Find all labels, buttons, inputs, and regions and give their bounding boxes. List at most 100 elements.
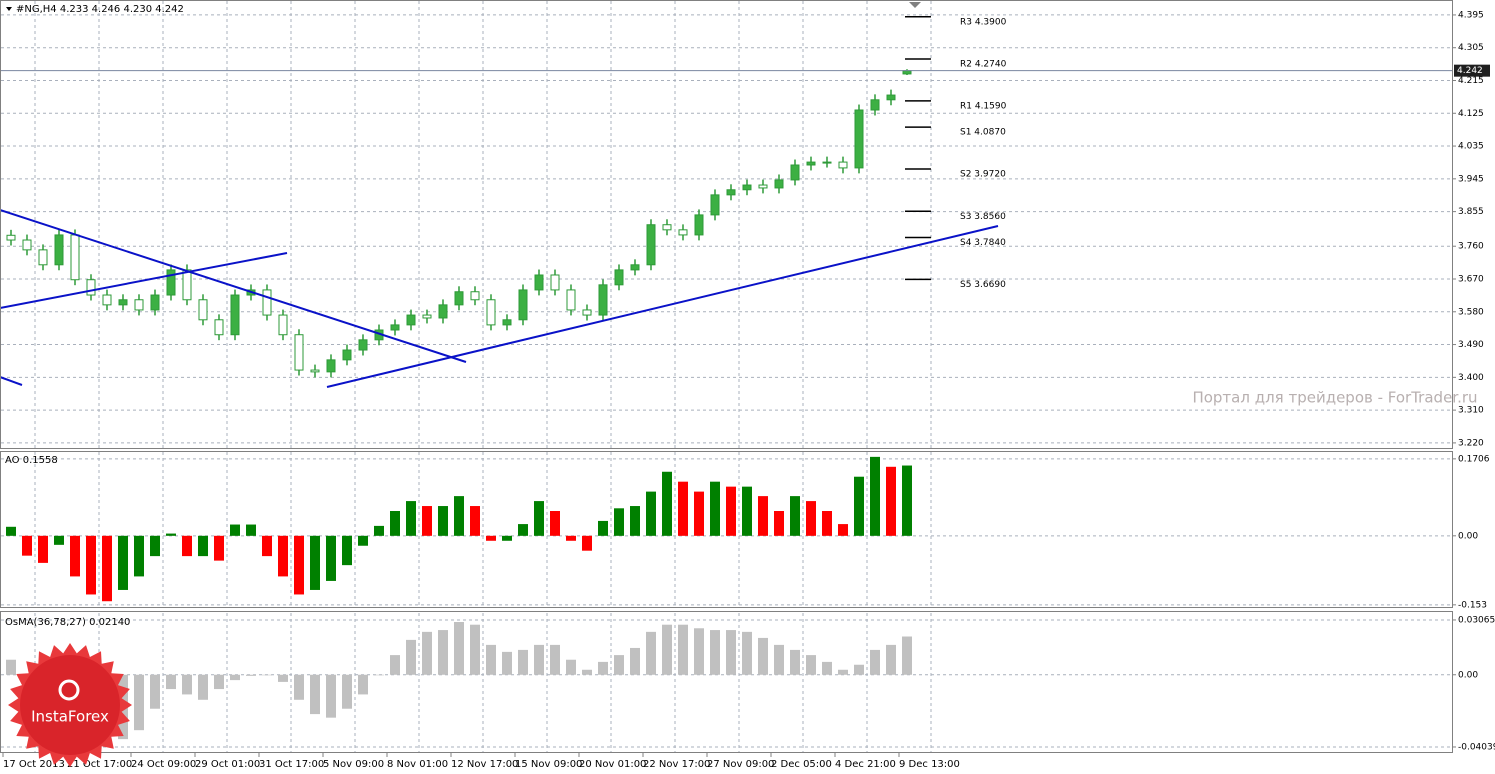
trend-line [0,209,467,363]
trend-line [0,252,288,309]
logo-text: InstaForex [31,708,109,726]
candle-body [406,314,416,326]
candle-body [70,234,80,281]
bar [118,535,128,590]
bar [902,636,912,675]
candle-body [694,214,704,236]
candle-body [166,269,176,296]
bar [646,631,656,675]
bar [678,624,688,675]
bar [534,501,544,536]
bar [598,661,608,675]
candle-body [134,299,144,311]
bar [262,674,272,676]
y-tick-label: 3.400 [1458,373,1484,383]
bar [870,649,880,675]
candle-body [150,294,160,311]
bar [54,535,64,545]
x-tick-label: 5 Nov 09:00 [323,759,384,770]
candle-body [454,291,464,306]
y-tick-label: 3.490 [1458,340,1484,350]
trend-line [0,376,23,386]
candle-body [822,161,832,164]
bar [374,674,384,676]
osma-header: OsMA(36,78,27) 0.02140 [5,617,130,628]
bar [854,664,864,675]
bar [726,630,736,675]
menu-arrow[interactable] [6,7,12,11]
bar [278,674,288,682]
y-tick-label: 3.670 [1458,274,1484,284]
candle-body [630,264,640,271]
x-tick-label: 15 Nov 09:00 [515,759,582,770]
bar [838,669,848,675]
bar [710,630,720,675]
candle-body [614,269,624,286]
bar [902,465,912,536]
logo-icon [58,679,80,701]
candle-body [294,334,304,371]
pivot-label: R3 4.3900 [960,17,1007,27]
bar [582,535,592,551]
panel-frame [0,451,1453,608]
pivot-label: R1 4.1590 [960,101,1007,111]
y-tick-label: 0.00 [1458,531,1478,541]
bar [662,471,672,536]
bar [726,486,736,536]
logo: InstaForex [8,643,132,767]
bar [550,644,560,675]
bar [406,639,416,675]
pivot-label: S3 3.8560 [960,212,1006,222]
bar [470,506,480,536]
bar [534,644,544,675]
bar [838,524,848,536]
candle-body [22,239,32,251]
x-tick-label: 4 Dec 21:00 [835,759,896,770]
x-tick-label: 27 Nov 09:00 [707,759,774,770]
bar [870,456,880,536]
text-layer: #NG,H4 4.233 4.246 4.230 4.242 AO 0.1558… [3,2,1495,770]
bar [294,674,304,700]
bar [326,535,336,581]
candle-body [534,274,544,291]
candle-body [646,224,656,266]
bar [822,661,832,675]
bar [230,524,240,536]
candle-body [198,299,208,321]
candle-body [566,289,576,311]
bar [758,637,768,675]
bar [710,481,720,536]
candle-body [118,299,128,306]
candle-body [438,304,448,319]
bar [342,535,352,566]
candle-body [214,319,224,336]
y-tick-label: -0.153 [1458,600,1487,610]
candle-body [678,229,688,236]
price-tag [1454,64,1490,77]
bar [246,524,256,536]
bar [486,644,496,675]
candle-body [470,291,480,301]
candle-body [502,319,512,326]
bar [390,511,400,536]
y-tick-label: 3.310 [1458,406,1484,416]
candle-body [230,294,240,336]
y-tick-label: 3.855 [1458,207,1484,217]
y-tick-label: 3.580 [1458,307,1484,317]
candle-body [742,184,752,191]
pivot-label: S1 4.0870 [960,128,1006,138]
bar [758,496,768,536]
bar [454,496,464,536]
bar [198,674,208,700]
y-tick-label: 0.00 [1458,670,1478,680]
price-tag-label: 4.242 [1457,66,1483,76]
candle-body [598,284,608,316]
candle-body [326,359,336,373]
bar [6,526,16,536]
bar [134,535,144,577]
y-tick-label: 3.945 [1458,174,1484,184]
bar [134,674,144,731]
bar [374,525,384,536]
pivot-label: S5 3.6690 [960,280,1006,290]
bar [198,535,208,557]
